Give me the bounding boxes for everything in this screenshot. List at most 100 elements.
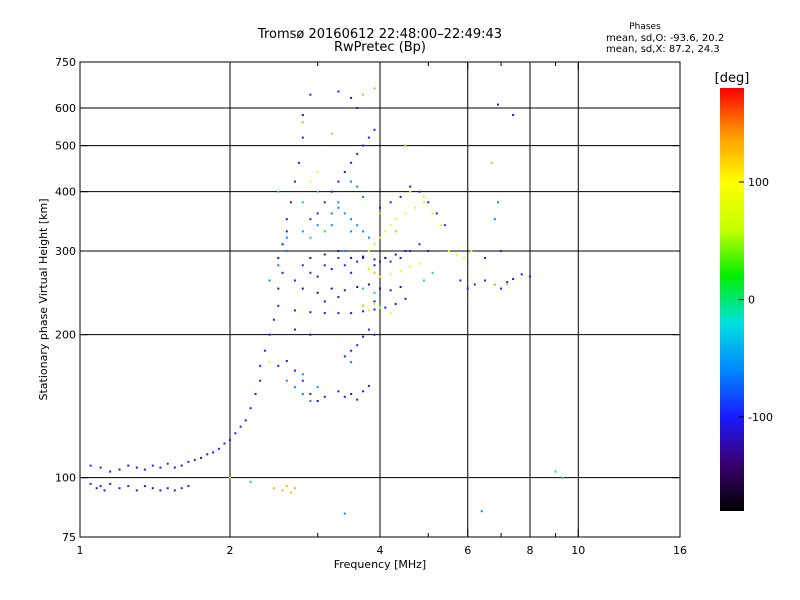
echo-point [394, 303, 397, 305]
echo-point [404, 297, 407, 300]
echo-point [277, 364, 280, 367]
echo-point [350, 97, 353, 99]
echo-point [309, 393, 312, 395]
echo-point [427, 201, 430, 204]
echo-point [350, 230, 353, 233]
echo-point [343, 395, 346, 398]
echo-point [281, 271, 284, 274]
echo-point [500, 250, 503, 252]
echo-point [301, 264, 304, 267]
echo-point [418, 243, 421, 246]
echo-point [399, 195, 402, 198]
echo-point [109, 470, 112, 473]
echo-point [356, 107, 359, 109]
echo-point [135, 489, 138, 492]
echo-point [343, 264, 346, 267]
echo-point [263, 349, 266, 352]
echo-point [350, 361, 353, 364]
phase-stats-heading: Phases [629, 22, 661, 32]
echo-point [422, 201, 425, 204]
echo-point [301, 136, 304, 139]
echo-point [239, 425, 242, 428]
echo-point [316, 224, 319, 227]
echo-point [323, 300, 326, 303]
echo-point [337, 180, 340, 183]
echo-point [301, 393, 304, 395]
echo-point [356, 153, 359, 156]
echo-point [373, 271, 376, 274]
echo-point [356, 260, 359, 263]
echo-point [293, 487, 296, 490]
echo-point [277, 304, 280, 307]
echo-point [362, 195, 365, 198]
echo-point [367, 328, 370, 331]
x-tick-label: 2 [227, 544, 234, 557]
echo-point [362, 255, 365, 258]
echo-point [373, 308, 376, 311]
echo-point [362, 310, 365, 313]
echo-point [249, 407, 252, 410]
echo-point [337, 257, 340, 259]
echo-point [277, 190, 280, 193]
echo-point [277, 257, 280, 259]
echo-point [362, 287, 365, 290]
echo-point [330, 212, 333, 215]
echo-point [301, 230, 304, 233]
echo-point [337, 250, 340, 252]
echo-point [309, 236, 312, 239]
echo-point [443, 224, 446, 227]
echo-point [337, 201, 340, 204]
echo-point [268, 361, 271, 364]
echo-point [277, 287, 280, 290]
echo-point [447, 250, 450, 252]
echo-point [373, 128, 376, 131]
echo-point [484, 257, 487, 259]
echo-point [301, 121, 304, 124]
echo-point [259, 364, 262, 367]
echo-point [330, 190, 333, 193]
echo-point [217, 447, 220, 450]
echo-point [293, 328, 296, 331]
echo-point [301, 114, 304, 116]
echo-point [118, 468, 121, 471]
echo-point [337, 390, 340, 393]
echo-point [480, 510, 483, 513]
echo-point [173, 489, 176, 492]
echo-point [362, 390, 365, 393]
echo-point [249, 480, 252, 483]
echo-point [497, 201, 499, 204]
echo-point [343, 171, 346, 173]
echo-point [285, 236, 288, 239]
echo-point [323, 264, 326, 267]
echo-point [109, 482, 112, 485]
echo-point [356, 224, 359, 227]
echo-point [394, 230, 397, 233]
echo-point [520, 273, 523, 276]
echo-point [343, 250, 346, 252]
echo-point [343, 512, 346, 515]
echo-point [151, 487, 154, 490]
echo-point [268, 279, 271, 282]
echo-point [455, 253, 458, 256]
x-tick-label: 16 [673, 544, 687, 557]
echo-point [459, 279, 462, 282]
echo-point [316, 386, 319, 389]
echo-point [103, 489, 106, 492]
y-axis-label: Stationary phase Virtual Height [km] [37, 198, 50, 400]
echo-point [159, 466, 162, 469]
echo-point [173, 466, 176, 469]
echo-point [490, 161, 493, 164]
echo-point [350, 257, 353, 259]
echo-point [373, 243, 376, 246]
echo-point [373, 303, 376, 305]
echo-point [497, 103, 499, 106]
echo-point [309, 93, 312, 96]
echo-point [187, 460, 190, 463]
echo-point [350, 393, 353, 395]
echo-point [99, 485, 102, 488]
echo-point [206, 453, 209, 456]
echo-point [379, 306, 381, 309]
echo-point [356, 398, 359, 401]
echo-point [389, 312, 392, 315]
echo-point [301, 373, 304, 376]
